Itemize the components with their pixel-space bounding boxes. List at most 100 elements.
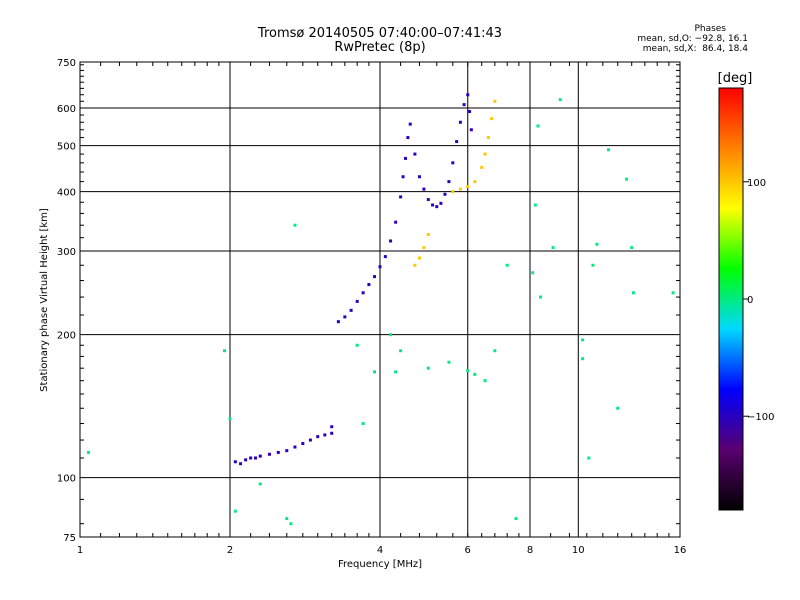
data-point [466,185,470,189]
data-point [285,449,289,453]
data-point [408,122,412,126]
data-point [373,370,377,374]
data-point [451,190,455,194]
colorbar-gradient [718,87,744,511]
y-tick-label: 600 [57,104,76,115]
data-point [373,275,377,279]
data-point [439,201,443,205]
data-point [383,255,387,259]
data-point [233,460,237,464]
y-tick-label: 200 [57,331,76,342]
data-point [422,246,426,250]
data-point [443,192,447,196]
data-point [417,256,421,260]
data-point [258,454,262,458]
data-point [378,265,382,269]
data-point [616,406,620,410]
data-point [468,109,472,113]
x-axis: 1 2 4 6 8 10 16 [77,62,687,556]
data-point [330,431,334,435]
data-point [308,438,312,442]
data-point [406,136,410,140]
y-axis: 75 100 200 300 400 500 600 750 [57,58,680,544]
data-point [483,152,487,156]
data-point [399,195,403,199]
data-point [466,369,470,373]
data-point [431,203,435,207]
x-tick-label: 16 [674,545,687,556]
y-tick-label: 300 [57,247,76,258]
data-point [399,349,403,353]
data-point [483,379,487,383]
data-point [355,299,359,303]
colorbar-tick-label: 100 [747,178,766,189]
data-point [361,291,365,295]
data-point [480,165,484,169]
data-point [258,482,262,486]
data-point [426,198,430,202]
data-point [671,291,675,295]
data-point [630,246,634,250]
phase-stats-title: Phases [694,24,726,34]
data-point [447,180,451,184]
phase-stats-o: mean, sd,O: −92.8, 16.1 [637,34,748,44]
data-point [389,333,393,337]
data-point [469,128,473,132]
data-point [426,233,430,237]
plot-grid [80,62,680,537]
data-point [403,156,407,160]
x-tick-label: 4 [377,545,383,556]
data-point [581,357,585,361]
data-point [413,152,417,156]
phase-stats-x: mean, sd,X: 86.4, 18.4 [642,44,748,54]
data-point [228,417,232,421]
data-point [367,283,371,287]
data-point [343,315,347,319]
colorbar-label: [deg] [718,71,753,86]
y-tick-label: 400 [57,188,76,199]
data-point [330,425,334,429]
data-point [276,450,280,454]
data-point [239,462,243,466]
data-point [86,450,90,454]
phase-stats-legend: Phases mean, sd,O: −92.8, 16.1 mean, sd,… [558,24,748,54]
data-point [361,422,365,426]
data-point [422,187,426,191]
data-point [435,205,439,209]
data-point [401,175,405,179]
chart-subtitle: RwPretec (8p) [334,40,426,55]
data-point [551,246,555,250]
data-point [486,136,490,140]
x-tick-label: 8 [527,545,533,556]
data-point [587,456,591,460]
x-tick-label: 1 [77,545,83,556]
phase-colorbar: [deg] −100 0 100 [718,71,774,511]
data-point [473,372,477,376]
data-point [323,433,327,437]
data-point [413,263,417,267]
data-point [223,349,227,353]
data-point [539,295,543,299]
data-point [447,360,451,364]
scatter-points [86,93,675,526]
data-point [293,223,297,227]
data-point [417,175,421,179]
data-point [455,140,459,144]
data-point [355,343,359,347]
y-tick-label: 750 [57,58,76,69]
data-point [462,103,466,107]
data-point [493,349,497,353]
data-point [394,220,398,224]
y-axis-label: Stationary phase Virtual Height [km] [39,208,50,392]
y-tick-label: 100 [57,474,76,485]
data-point [466,93,470,97]
data-point [631,291,635,295]
data-point [293,445,297,449]
chart-title: Tromsø 20140505 07:40:00–07:41:43 [257,26,503,41]
colorbar-tick-label: 0 [747,295,753,306]
data-point [458,187,462,191]
data-point [285,517,289,521]
data-point [458,120,462,124]
data-point [558,98,562,102]
